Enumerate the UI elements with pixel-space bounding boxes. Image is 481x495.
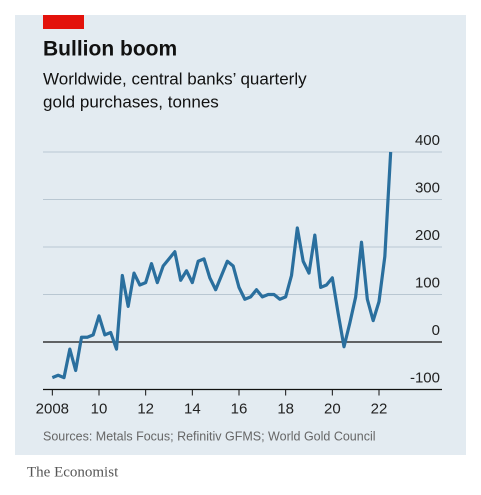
y-tick-label: 0 — [432, 322, 440, 339]
x-tick-label: 18 — [277, 400, 294, 417]
y-tick-label: 200 — [415, 227, 440, 244]
y-tick-label: 300 — [415, 179, 440, 196]
x-tick-label: 2008 — [36, 400, 69, 417]
data-line — [51, 151, 393, 380]
red-tag — [43, 15, 84, 29]
x-tick-label: 14 — [184, 400, 201, 417]
source: Sources: Metals Focus; Refinitiv GFMS; W… — [43, 429, 376, 443]
y-tick-label: 100 — [415, 274, 440, 291]
subtitle: gold purchases, tonnes — [43, 92, 219, 111]
subtitle: Worldwide, central banks’ quarterly — [43, 69, 307, 88]
x-tick-label: 12 — [137, 400, 154, 417]
x-tick-label: 20 — [324, 400, 341, 417]
y-tick-label: 400 — [415, 132, 440, 149]
panel — [15, 15, 466, 455]
chart-title: Bullion boom — [43, 38, 177, 61]
x-tick-label: 10 — [91, 400, 108, 417]
x-tick-label: 22 — [371, 400, 388, 417]
publisher: The Economist — [27, 464, 119, 480]
y-tick-label: -100 — [410, 369, 440, 386]
x-tick-label: 16 — [231, 400, 248, 417]
